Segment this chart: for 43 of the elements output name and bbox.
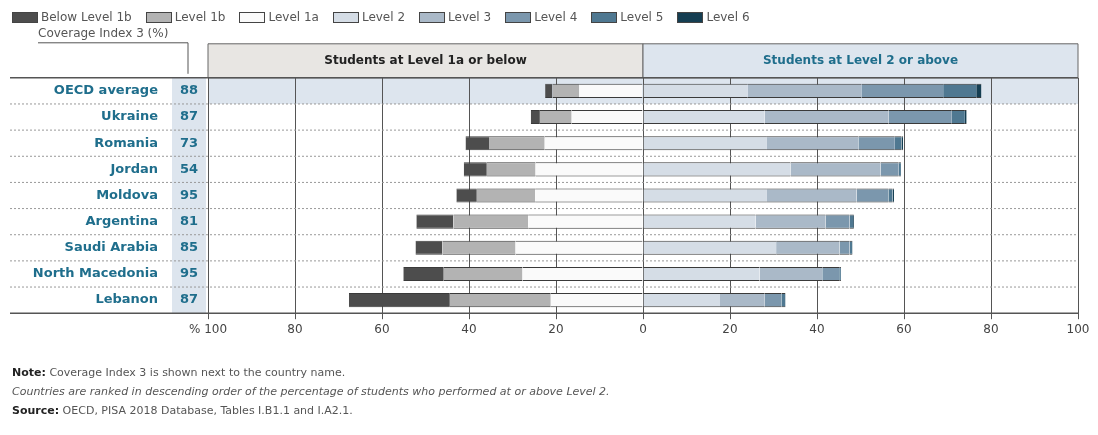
y2-tick-label: 95 <box>179 265 199 281</box>
y-tick-label: Ukraine <box>101 108 159 124</box>
text: Students at Level 1a or below <box>324 52 527 67</box>
x-tick-label: 80 <box>287 321 303 336</box>
y2-tick-label: 81 <box>179 213 199 229</box>
y-tick-label: Jordan <box>109 160 158 176</box>
text: Students at Level 2 or above <box>762 52 959 67</box>
legend-label: Level 6 <box>706 10 750 24</box>
legend-label: Level 1a <box>268 10 319 24</box>
y-tick-label: Argentina <box>85 213 158 229</box>
y-tick-label: North Macedonia <box>32 265 158 281</box>
legend-label: Level 5 <box>620 10 664 24</box>
y2-tick-label: 73 <box>179 134 199 150</box>
text: Countries are ranked in descending order of the percentage of students who performed at or above Level 2. <box>12 384 611 400</box>
legend-label: Level 3 <box>448 10 492 24</box>
text: Note: Coverage Index 3 is shown next to the country name. <box>12 365 347 381</box>
y-tick-label: Lebanon <box>95 291 158 307</box>
source-note: Source: OECD, PISA 2018 Database, Tables I.B1.1 and I.A2.1. <box>12 403 354 419</box>
y-tick-label: OECD average <box>53 82 159 98</box>
x-tick-label: % 100 <box>188 321 228 336</box>
y2-axis-title: Coverage Index 3 (%) <box>38 25 169 40</box>
x-tick-label: 100 <box>1066 321 1090 336</box>
y-tick-label: Saudi Arabia <box>64 239 158 255</box>
legend-label: Level 2 <box>361 10 406 24</box>
x-tick-label: 60 <box>896 321 912 336</box>
y-tick-label: Romania <box>94 134 158 150</box>
y2-tick-label: 87 <box>179 291 199 307</box>
x-tick-label: 80 <box>983 321 999 336</box>
legend-label: Below Level 1b <box>41 10 132 24</box>
x-tick-label: 40 <box>809 321 825 336</box>
y2-tick-label: 54 <box>179 160 199 176</box>
x-tick-label: 60 <box>374 321 390 336</box>
x-tick-label: 20 <box>548 321 564 336</box>
x-tick-label: 40 <box>461 321 477 336</box>
y2-tick-label: 95 <box>179 186 199 202</box>
y-tick-label: Moldova <box>96 186 158 202</box>
x-tick-label: 20 <box>722 321 738 336</box>
legend-label: Level 1b <box>174 10 226 24</box>
legend-label: Level 4 <box>534 10 578 24</box>
y2-tick-label: 85 <box>179 239 199 255</box>
y2-tick-label: 87 <box>179 108 199 124</box>
y2-tick-label: 88 <box>179 82 199 98</box>
x-tick-label: 0 <box>639 321 647 336</box>
